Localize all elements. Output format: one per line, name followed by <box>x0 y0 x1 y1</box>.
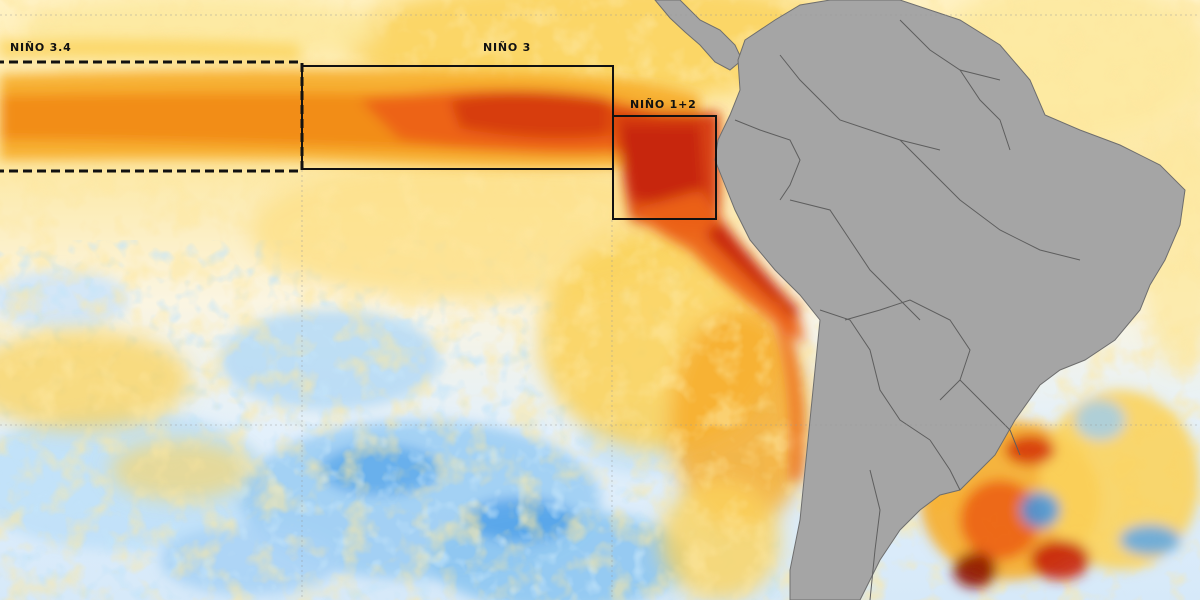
nino-region-boxes <box>0 60 717 220</box>
graticule <box>0 14 1200 600</box>
nino34-label: NIÑO 3.4 <box>10 41 72 54</box>
south-america-landmass <box>714 0 1186 600</box>
south-atlantic-anomaly <box>920 390 1200 588</box>
equatorial-warm-tongue <box>0 39 805 480</box>
nino12-label: NIÑO 1+2 <box>630 98 697 111</box>
central-america-landmass <box>654 0 743 71</box>
nino3-label: NIÑO 3 <box>483 41 532 54</box>
nino12-box <box>612 115 717 220</box>
land-layer <box>654 0 1186 600</box>
country-borders <box>734 19 1081 600</box>
